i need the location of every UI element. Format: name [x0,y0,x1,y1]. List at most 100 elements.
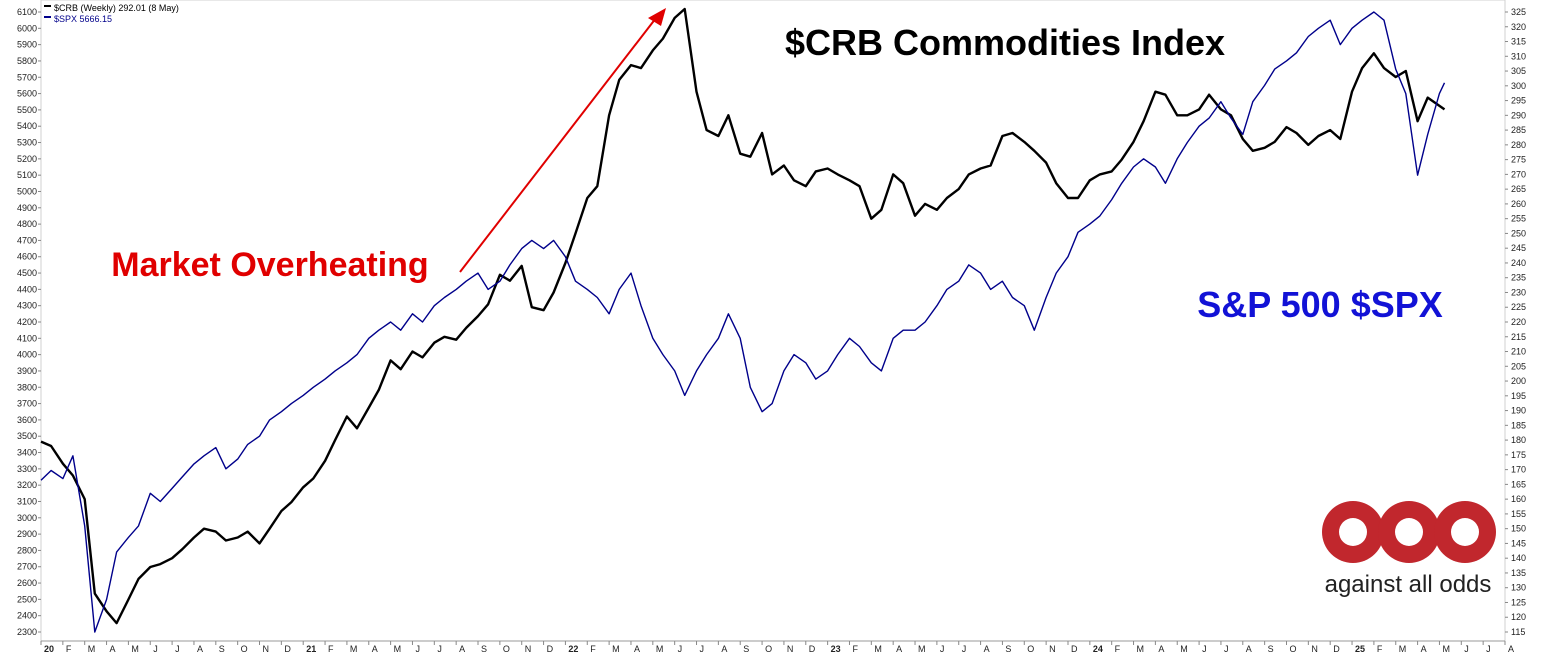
left-tick-label: 3000 [17,513,37,523]
left-tick-label: 4500 [17,268,37,278]
right-tick-label: 135 [1511,568,1526,578]
right-tick-label: 145 [1511,538,1526,548]
left-tick-label: 4800 [17,219,37,229]
x-tick-label: A [634,644,640,654]
right-tick-label: 290 [1511,110,1526,120]
x-tick-label: A [1158,644,1164,654]
x-tick-label: J [940,644,945,654]
x-tick-label: A [1421,644,1427,654]
x-tick-label: M [1442,644,1450,654]
left-tick-label: 3300 [17,464,37,474]
left-tick-label: 6100 [17,7,37,17]
left-tick-label: 3700 [17,399,37,409]
right-tick-label: 300 [1511,81,1526,91]
x-tick-label: J [175,644,180,654]
x-tick-label: J [437,644,442,654]
x-tick-label: J [1486,644,1491,654]
left-tick-label: 2800 [17,545,37,555]
left-tick-label: 3900 [17,366,37,376]
left-tick-label: 2500 [17,594,37,604]
right-tick-label: 260 [1511,199,1526,209]
x-tick-label: N [525,644,532,654]
legend-swatch-crb [44,5,51,7]
right-tick-label: 245 [1511,243,1526,253]
x-tick-label: N [263,644,270,654]
watermark-text: against all odds [1325,571,1492,598]
x-tick-label: F [66,644,72,654]
left-tick-label: 6000 [17,23,37,33]
x-tick-label: F [852,644,858,654]
right-tick-label: 180 [1511,435,1526,445]
x-tick-label: F [1115,644,1121,654]
annotation-arrow-line [459,17,657,273]
left-tick-label: 5500 [17,105,37,115]
x-tick-label: M [918,644,926,654]
x-tick-label: J [678,644,683,654]
series-line-crb [40,7,1446,625]
left-tick-label: 5700 [17,72,37,82]
right-tick-label: 250 [1511,228,1526,238]
x-tick-label: M [88,644,96,654]
right-tick-label: 310 [1511,51,1526,61]
left-tick-label: 5900 [17,40,37,50]
right-tick-label: 200 [1511,376,1526,386]
right-tick-label: 215 [1511,332,1526,342]
right-tick-label: 160 [1511,494,1526,504]
left-tick-label: 2400 [17,611,37,621]
right-tick-label: 315 [1511,37,1526,47]
x-tick-label: F [590,644,596,654]
x-tick-label: J [700,644,705,654]
x-tick-label: M [350,644,358,654]
left-tick-label: 4700 [17,235,37,245]
left-tick-label: 4200 [17,317,37,327]
x-tick-label: D [1071,644,1078,654]
x-tick-label: A [372,644,378,654]
x-tick-label: D [547,644,554,654]
left-axis: 2300 2400 2500 2600 2700 2800 2900 3000 3100 3200… [17,7,41,637]
left-tick-label: 5800 [17,56,37,66]
left-tick-label: 5000 [17,186,37,196]
annotation-text: Market Overheating [111,246,428,284]
left-tick-label: 2900 [17,529,37,539]
x-tick-label: 21 [306,644,316,654]
left-tick-label: 5200 [17,154,37,164]
x-tick-label: A [896,644,902,654]
legend: $CRB (Weekly) 292.01 (8 May) $SPX 5666.1… [44,3,179,24]
x-tick-label: A [110,644,116,654]
watermark-logo: against all odds [1322,501,1496,598]
right-tick-label: 165 [1511,479,1526,489]
left-tick-label: 2600 [17,578,37,588]
left-tick-label: 4400 [17,284,37,294]
left-tick-label: 3500 [17,431,37,441]
x-tick-label: M [1137,644,1145,654]
x-tick-label: F [328,644,334,654]
x-tick-label: M [612,644,620,654]
x-tick-label: O [765,644,772,654]
x-tick-label: O [503,644,510,654]
right-tick-label: 150 [1511,524,1526,534]
right-tick-label: 270 [1511,169,1526,179]
x-tick-label: D [284,644,291,654]
x-tick-label: 22 [568,644,578,654]
right-tick-label: 120 [1511,612,1526,622]
right-tick-label: 280 [1511,140,1526,150]
x-tick-label: D [1333,644,1340,654]
annotation-arrowhead [648,8,666,26]
x-tick-label: S [481,644,487,654]
x-tick-label: 23 [831,644,841,654]
left-tick-label: 4000 [17,350,37,360]
x-tick-label: S [1005,644,1011,654]
right-tick-label: 125 [1511,597,1526,607]
left-tick-label: 5400 [17,121,37,131]
right-tick-label: 170 [1511,465,1526,475]
chart-subtitle: S&P 500 $SPX [1197,284,1443,325]
left-tick-label: 3100 [17,496,37,506]
x-tick-label: M [394,644,402,654]
right-tick-label: 285 [1511,125,1526,135]
x-tick-label: J [415,644,420,654]
x-tick-label: M [656,644,664,654]
x-tick-label: A [984,644,990,654]
left-tick-label: 3400 [17,448,37,458]
right-tick-label: 210 [1511,347,1526,357]
